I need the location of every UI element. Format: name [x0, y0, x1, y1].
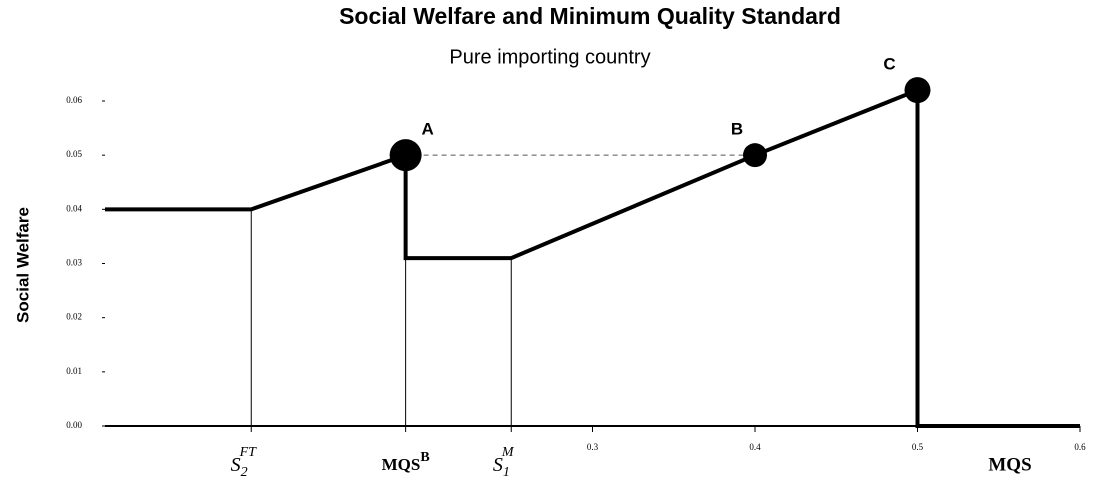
- point-label: C: [883, 55, 895, 74]
- x-tick-label: 0.6: [1074, 442, 1086, 452]
- y-tick-label: 0.05: [66, 149, 82, 159]
- x-marker-sub: 2: [241, 465, 248, 480]
- y-tick-label: 0.02: [66, 312, 82, 322]
- y-tick-label: 0.01: [66, 366, 82, 376]
- x-marker-label: MQSB: [382, 450, 430, 474]
- x-marker-sub: 1: [503, 465, 510, 480]
- x-tick-label: 0.3: [587, 442, 599, 452]
- x-marker-base: MQS: [382, 455, 421, 474]
- point-marker: [389, 139, 422, 172]
- x-marker-sup: M: [501, 445, 515, 460]
- y-tick-label: 0.00: [66, 420, 82, 430]
- y-axis-label: Social Welfare: [13, 207, 32, 323]
- y-tick-label: 0.03: [66, 258, 82, 268]
- x-marker-base: S: [493, 454, 503, 476]
- y-tick-label: 0.04: [66, 203, 82, 213]
- point-marker: [743, 143, 767, 168]
- x-marker-sup: FT: [239, 445, 258, 460]
- y-tick-label: 0.06: [66, 95, 82, 105]
- chart-subtitle: Pure importing country: [449, 46, 650, 68]
- x-marker-label: S2 FT: [231, 445, 258, 480]
- chart-title: Social Welfare and Minimum Quality Stand…: [339, 3, 841, 29]
- x-tick-label: 0.5: [912, 442, 924, 452]
- x-marker-base: S: [231, 454, 241, 476]
- x-axis-label: MQS: [988, 454, 1031, 475]
- point-label: A: [421, 120, 433, 139]
- point-label: B: [731, 120, 743, 139]
- x-marker-label: S1 M: [493, 445, 515, 480]
- point-marker: [904, 77, 931, 104]
- line: [105, 87, 1080, 428]
- x-marker-sup: B: [420, 450, 429, 465]
- x-tick-label: 0.4: [749, 442, 761, 452]
